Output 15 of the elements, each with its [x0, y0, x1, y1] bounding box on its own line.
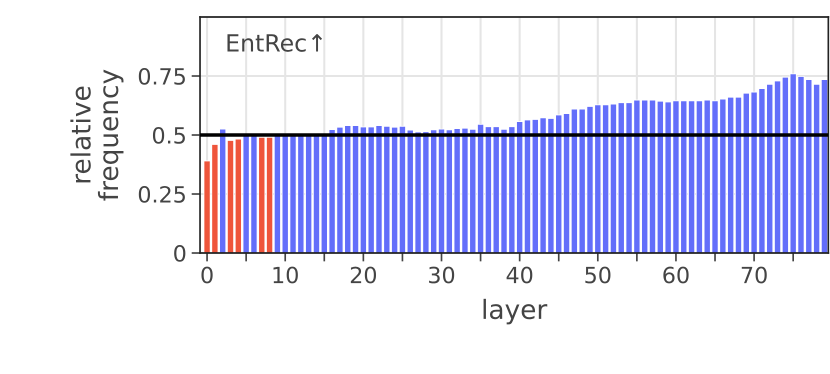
- x-tick-label: 40: [506, 266, 532, 284]
- y-tick-label: 0.5: [152, 126, 185, 144]
- x-tick-label: 0: [201, 266, 213, 284]
- x-tick-label: 70: [742, 266, 767, 284]
- y-axis-title: relative frequency: [70, 70, 124, 201]
- y-tick-label: 0.25: [138, 186, 185, 203]
- y-tick-label: 0: [174, 244, 186, 262]
- x-tick-label: 30: [429, 266, 454, 284]
- x-tick-label: 50: [585, 266, 610, 284]
- annotation: EntRec↑: [227, 34, 322, 52]
- x-tick-label: 20: [350, 266, 376, 284]
- y-tick-label: 0.75: [138, 68, 185, 85]
- x-axis-title: layer: [484, 298, 548, 324]
- x-tick-label: 60: [663, 266, 689, 284]
- x-tick-label: 10: [274, 266, 298, 284]
